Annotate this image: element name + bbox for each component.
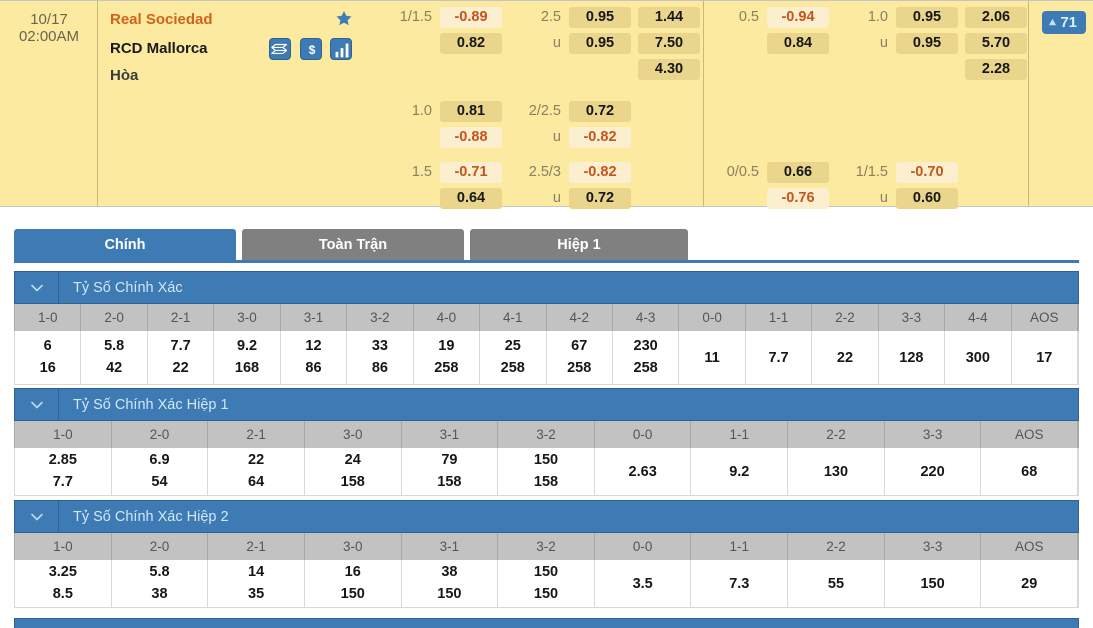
svg-text:$: $	[308, 43, 315, 57]
